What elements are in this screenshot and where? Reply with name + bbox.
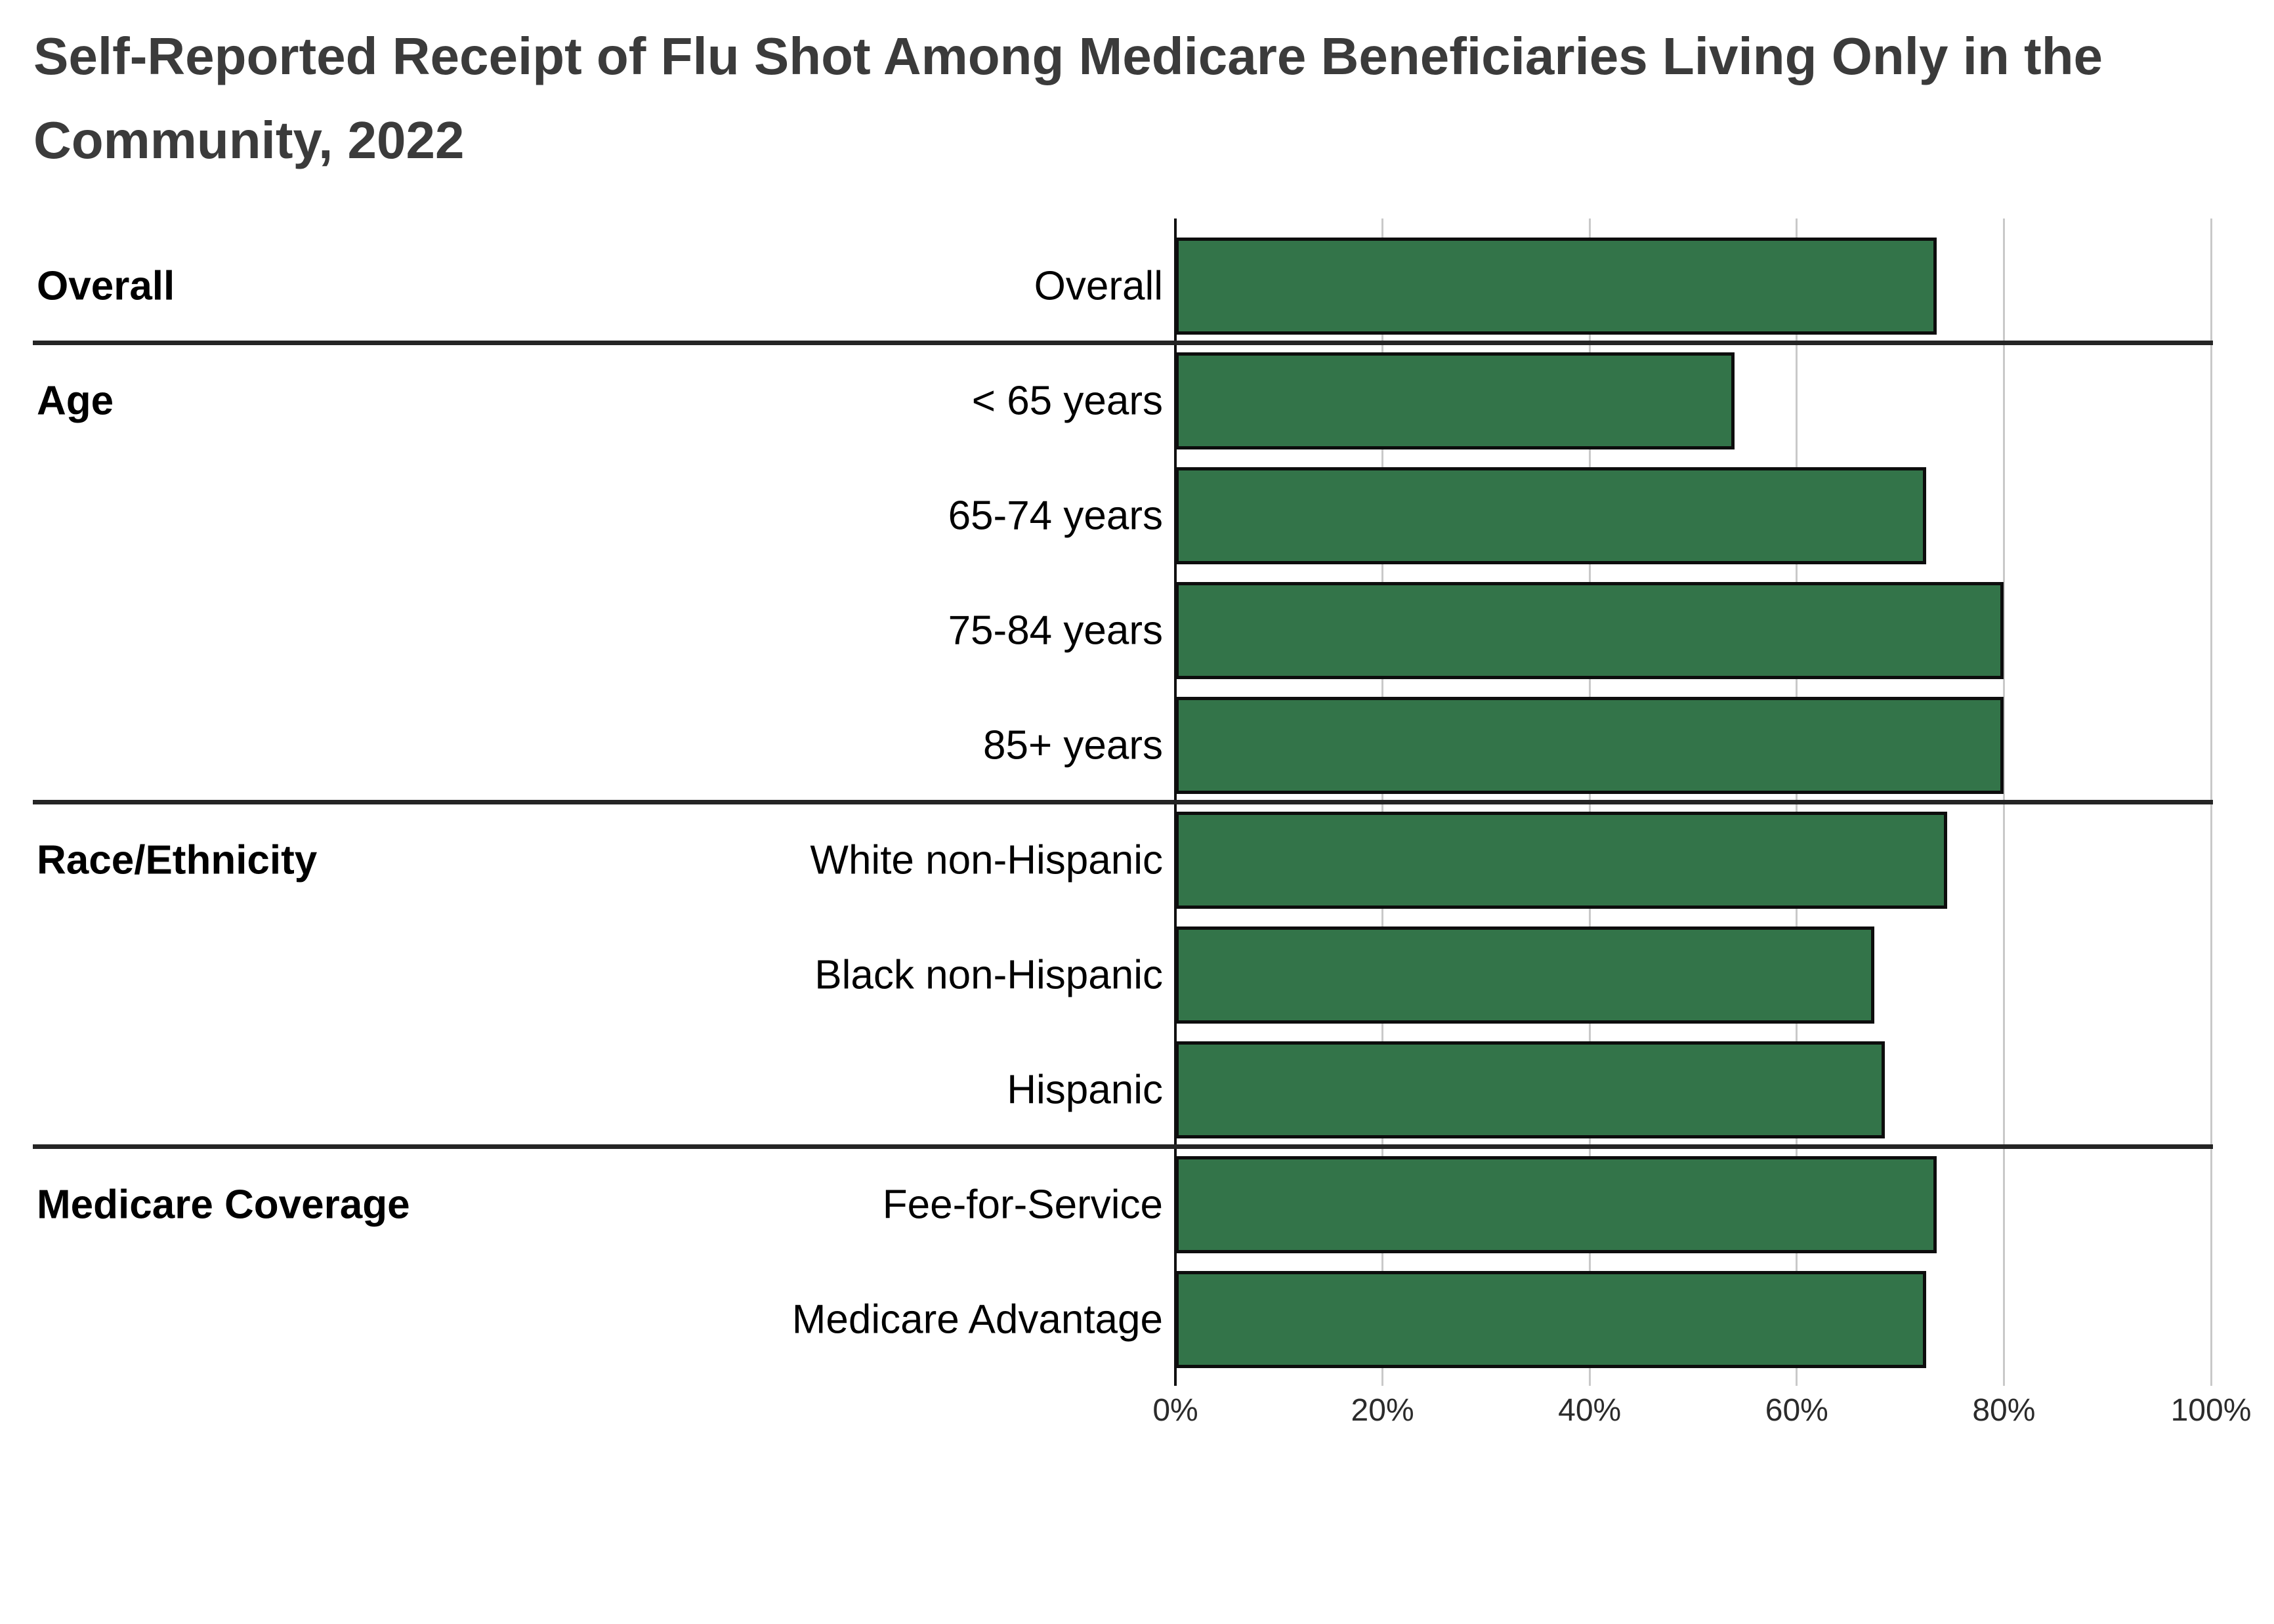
- section-separator-overall: [33, 341, 2213, 345]
- row-label-hispanic: Hispanic: [1007, 1067, 1163, 1113]
- row-label-85-years: 85+ years: [982, 722, 1163, 768]
- row-label-medicare-advantage: Medicare Advantage: [791, 1297, 1163, 1343]
- bar-65-years: [1175, 352, 1735, 449]
- chart-title: Self-Reported Receipt of Flu Shot Among …: [33, 27, 2103, 169]
- row-label-white-non-hispanic: White non-Hispanic: [810, 837, 1163, 883]
- x-tick-label-0: 0%: [1152, 1393, 1198, 1428]
- row-label-65-74-years: 65-74 years: [948, 493, 1163, 539]
- group-label-age: Age: [37, 378, 114, 424]
- bar-75-84-years: [1175, 582, 2004, 679]
- x-tick-label-60: 60%: [1765, 1393, 1828, 1428]
- row-label-75-84-years: 75-84 years: [948, 608, 1163, 654]
- bar-fee-for-service: [1175, 1156, 1937, 1253]
- row-label-black-non-hispanic: Black non-Hispanic: [814, 952, 1163, 998]
- bar-hispanic: [1175, 1041, 1885, 1138]
- x-tick-label-80: 80%: [1972, 1393, 2036, 1428]
- section-separator-race-ethnicity: [33, 1144, 2213, 1149]
- section-separator-age: [33, 800, 2213, 804]
- group-label-overall: Overall: [37, 263, 175, 309]
- bar-65-74-years: [1175, 467, 1927, 564]
- row-label-65-years: < 65 years: [971, 378, 1163, 424]
- x-tick-label-40: 40%: [1558, 1393, 1622, 1428]
- bar-85-years: [1175, 697, 2004, 794]
- x-tick-label-100: 100%: [2170, 1393, 2252, 1428]
- bar-white-non-hispanic: [1175, 812, 1947, 909]
- group-label-medicare-coverage: Medicare Coverage: [37, 1182, 410, 1228]
- row-label-fee-for-service: Fee-for-Service: [882, 1182, 1163, 1228]
- x-tick-label-20: 20%: [1351, 1393, 1414, 1428]
- bar-black-non-hispanic: [1175, 927, 1875, 1024]
- bar-overall: [1175, 238, 1937, 335]
- group-label-race-ethnicity: Race/Ethnicity: [37, 837, 318, 883]
- row-label-overall: Overall: [1034, 263, 1163, 309]
- bar-medicare-advantage: [1175, 1271, 1927, 1368]
